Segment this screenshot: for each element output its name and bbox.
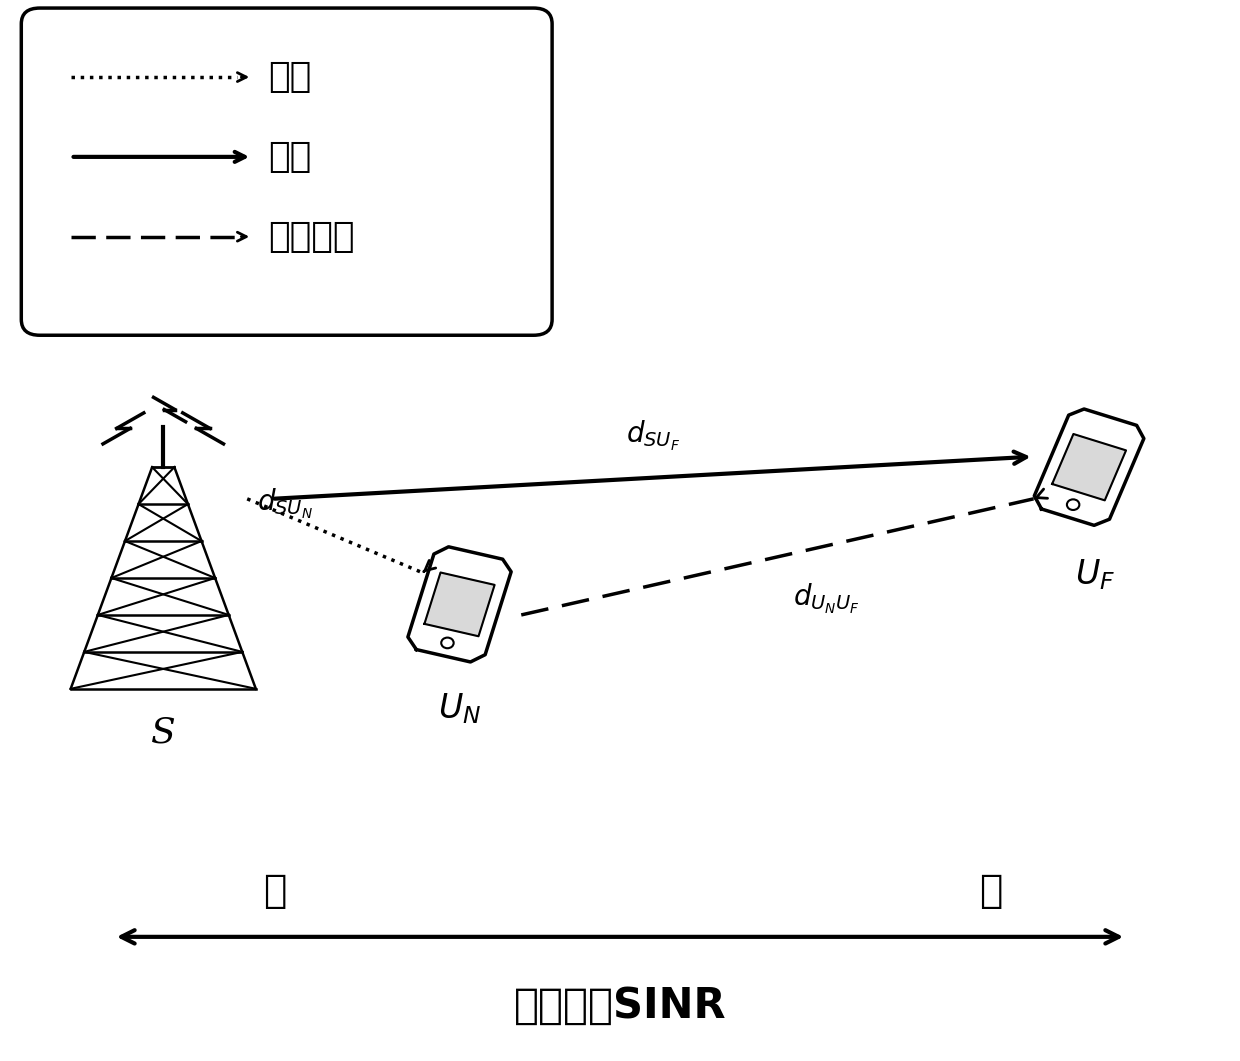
FancyBboxPatch shape <box>21 8 552 335</box>
Text: 能量: 能量 <box>268 60 311 94</box>
Text: 小: 小 <box>263 872 286 910</box>
Text: 中继传输: 中继传输 <box>268 220 355 254</box>
Polygon shape <box>408 546 511 662</box>
Polygon shape <box>1034 408 1143 525</box>
Text: S: S <box>151 715 176 749</box>
Polygon shape <box>1053 434 1126 501</box>
Text: $U_N$: $U_N$ <box>438 691 481 726</box>
Text: 接收信号SINR: 接收信号SINR <box>513 985 727 1027</box>
Text: 大: 大 <box>978 872 1002 910</box>
Text: $d_{SU_F}$: $d_{SU_F}$ <box>626 418 680 453</box>
Polygon shape <box>424 573 495 637</box>
Text: 数据: 数据 <box>268 140 311 174</box>
Text: $d_{SU_N}$: $d_{SU_N}$ <box>258 487 314 521</box>
Text: $d_{U_N U_F}$: $d_{U_N U_F}$ <box>794 582 861 616</box>
Text: $U_F$: $U_F$ <box>1075 557 1115 592</box>
